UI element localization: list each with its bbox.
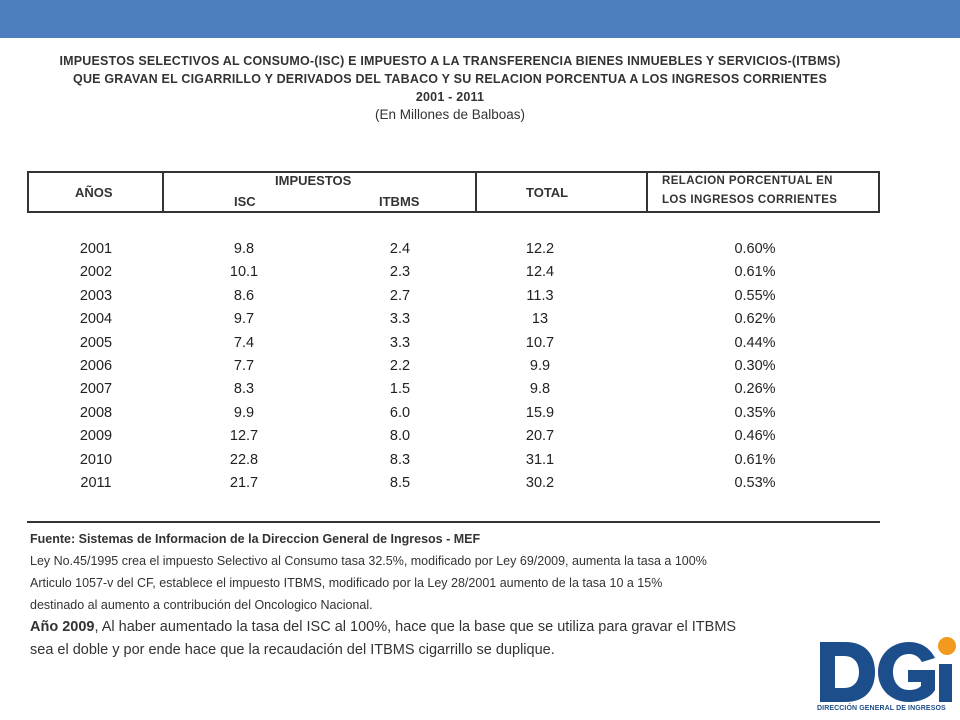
cell-rel: 0.46% [734, 428, 776, 445]
header-isc: ISC [234, 194, 256, 209]
cell-itbms: 8.0 [389, 428, 411, 445]
cell-isc: 9.8 [233, 241, 255, 257]
cell-rel: 0.53% [734, 475, 776, 491]
table-row: 2004 9.7 3.3 13 0.62% [0, 311, 900, 334]
notes: Fuente: Sistemas de Informacion de la Di… [30, 528, 890, 662]
cell-itbms: 2.3 [389, 264, 411, 281]
cell-isc: 7.7 [233, 358, 255, 374]
title-line-2: QUE GRAVAN EL CIGARRILLO Y DERIVADOS DEL… [73, 72, 827, 86]
cell-total: 30.2 [525, 475, 555, 491]
note-line-4: Año 2009, Al haber aumentado la tasa del… [30, 616, 890, 639]
cell-total: 9.8 [529, 381, 551, 398]
cell-itbms: 1.5 [389, 381, 411, 398]
header-relacion-2: LOS INGRESOS CORRIENTES [662, 194, 838, 206]
logo-g-shape [878, 642, 935, 702]
cell-isc: 7.4 [233, 334, 255, 351]
cell-rel: 0.30% [734, 358, 776, 374]
title-block: IMPUESTOS SELECTIVOS AL CONSUMO-(ISC) E … [0, 52, 900, 124]
header-divider [646, 173, 648, 211]
table-row: 2008 9.9 6.0 15.9 0.35% [0, 405, 900, 428]
cell-itbms: 2.7 [389, 287, 411, 304]
note-line-3: destinado al aumento a contribución del … [30, 598, 373, 612]
title-line-1: IMPUESTOS SELECTIVOS AL CONSUMO-(ISC) E … [59, 54, 841, 68]
cell-isc: 8.6 [233, 287, 255, 304]
dgi-logo [820, 637, 956, 702]
cell-year: 2010 [79, 451, 113, 468]
note-line-1: Ley No.45/1995 crea el impuesto Selectiv… [30, 554, 707, 568]
note-line-4-text: , Al haber aumentado la tasa del ISC al … [94, 619, 737, 635]
note-year: Año 2009 [30, 619, 95, 635]
cell-itbms: 3.3 [389, 311, 411, 328]
cell-total: 15.9 [525, 404, 555, 421]
logo-d-shape [820, 642, 875, 702]
cell-year: 2003 [79, 287, 113, 304]
table-row: 2002 10.1 2.3 12.4 0.61% [0, 264, 900, 287]
cell-year: 2011 [80, 475, 112, 491]
cell-total: 11.3 [526, 287, 554, 304]
cell-year: 2002 [79, 264, 113, 281]
cell-itbms: 6.0 [389, 404, 411, 421]
cell-total: 13 [531, 311, 549, 328]
table-bottom-rule [27, 521, 880, 523]
cell-year: 2008 [79, 404, 113, 421]
title-years: 2001 - 2011 [415, 90, 485, 104]
cell-year: 2006 [79, 358, 113, 374]
cell-year: 2004 [79, 311, 113, 328]
header-divider [475, 173, 477, 211]
cell-year: 2009 [79, 428, 113, 445]
source-note: Fuente: Sistemas de Informacion de la Di… [30, 532, 481, 546]
cell-isc: 10.1 [229, 264, 259, 281]
header-itbms: ITBMS [379, 194, 420, 209]
cell-total: 20.7 [525, 428, 555, 445]
title-units: (En Millones de Balboas) [374, 107, 526, 122]
table-row: 2006 7.7 2.2 9.9 0.30% [0, 358, 900, 381]
cell-rel: 0.35% [734, 404, 776, 421]
cell-year: 2005 [79, 334, 113, 351]
cell-rel: 0.61% [734, 264, 776, 281]
top-bar [0, 0, 960, 38]
note-line-5: sea el doble y por ende hace que la reca… [30, 642, 555, 658]
cell-rel: 0.26% [734, 381, 776, 398]
table-row: 2010 22.8 8.3 31.1 0.61% [0, 452, 900, 475]
logo-i-stem [939, 664, 952, 702]
cell-total: 31.1 [525, 451, 555, 468]
header-divider [162, 173, 164, 211]
cell-itbms: 3.3 [389, 334, 411, 351]
header-relacion-1: RELACION PORCENTUAL EN [662, 175, 833, 187]
cell-isc: 8.3 [233, 381, 255, 398]
cell-total: 12.2 [525, 241, 555, 257]
cell-rel: 0.44% [734, 334, 776, 351]
cell-isc: 12.7 [229, 428, 259, 445]
cell-isc: 21.7 [229, 475, 259, 491]
cell-year: 2007 [79, 381, 113, 398]
header-years: AÑOS [75, 185, 113, 200]
logo-caption: DIRECCIÓN GENERAL DE INGRESOS [817, 705, 946, 712]
cell-itbms: 2.4 [389, 241, 411, 257]
cell-total: 9.9 [529, 358, 551, 374]
cell-rel: 0.55% [734, 287, 776, 304]
cell-itbms: 8.5 [389, 475, 411, 491]
cell-rel: 0.61% [734, 451, 776, 468]
cell-total: 10.7 [525, 334, 555, 351]
cell-year: 2001 [79, 241, 113, 257]
table-row: 2009 12.7 8.0 20.7 0.46% [0, 428, 900, 451]
cell-isc: 9.7 [233, 311, 255, 328]
header-total: TOTAL [526, 185, 569, 200]
logo-i-dot [938, 637, 956, 655]
table-row: 2011 21.7 8.5 30.2 0.53% [0, 475, 900, 498]
table-row: 2003 8.6 2.7 11.3 0.55% [0, 288, 900, 311]
table-row: 2007 8.3 1.5 9.8 0.26% [0, 381, 900, 404]
header-impuestos: IMPUESTOS [275, 173, 352, 188]
table-header: AÑOS IMPUESTOS ISC ITBMS TOTAL RELACION … [27, 171, 880, 213]
cell-isc: 9.9 [233, 404, 255, 421]
cell-isc: 22.8 [229, 451, 259, 468]
table-row: 2005 7.4 3.3 10.7 0.44% [0, 335, 900, 358]
cell-itbms: 8.3 [389, 451, 411, 468]
cell-rel: 0.62% [734, 311, 776, 328]
cell-rel: 0.60% [734, 241, 776, 257]
table-row: 2001 9.8 2.4 12.2 0.60% [0, 241, 900, 264]
cell-total: 12.4 [525, 264, 555, 281]
cell-itbms: 2.2 [389, 358, 411, 374]
note-line-2: Articulo 1057-v del CF, establece el imp… [30, 576, 663, 590]
